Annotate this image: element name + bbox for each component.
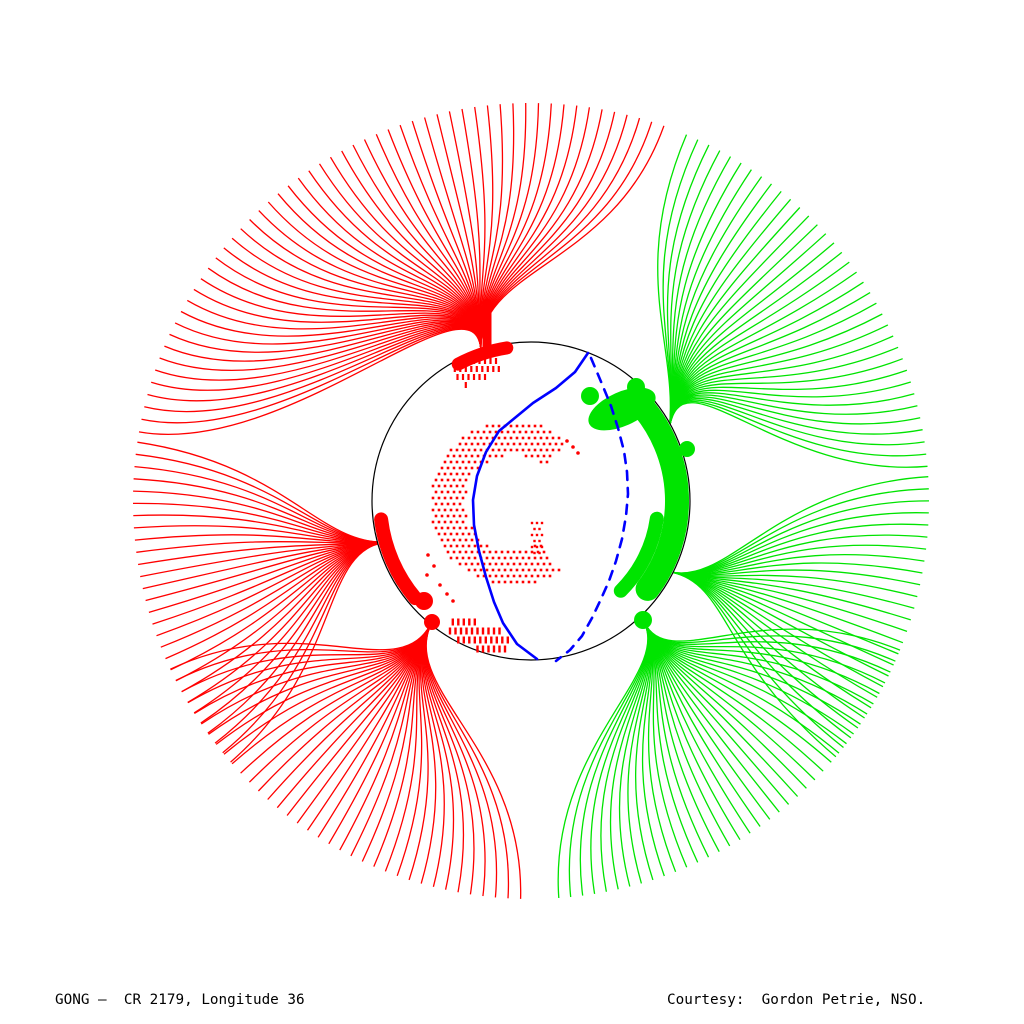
field-line-bundle-positive-bottom — [557, 621, 901, 899]
field-line — [215, 621, 433, 745]
positive-polarity-region — [581, 378, 695, 629]
field-line — [200, 621, 433, 725]
field-line — [668, 402, 928, 468]
neutral-line-solid — [471, 351, 590, 661]
field-line — [670, 571, 872, 709]
field-line — [668, 396, 921, 432]
field-line — [668, 251, 843, 432]
field-line — [590, 621, 650, 895]
field-line — [670, 512, 929, 574]
field-line — [643, 621, 868, 715]
field-line — [670, 476, 929, 574]
field-line — [480, 111, 616, 352]
field-line — [668, 394, 918, 432]
field-line — [670, 488, 929, 574]
field-line — [480, 109, 603, 352]
field-line — [423, 621, 475, 895]
negative-footpoint-marks — [374, 298, 514, 630]
field-line-bundle-negative-bottom — [170, 621, 522, 899]
field-line — [668, 292, 871, 432]
field-line — [425, 621, 522, 899]
field-line — [480, 105, 578, 352]
field-line — [643, 621, 901, 651]
field-line — [657, 134, 688, 432]
field-line — [138, 328, 482, 435]
field-line — [670, 571, 852, 739]
field-line — [423, 621, 465, 893]
field-line — [668, 400, 927, 457]
field-line — [137, 441, 390, 543]
field-line-bundle-negative-left — [132, 441, 390, 763]
figure-title: GONG — CR 2179, Longitude 36 — [55, 992, 305, 1008]
field-line — [425, 621, 498, 898]
field-line-bundle-positive-top — [657, 134, 928, 468]
courtesy-credit: Courtesy: Gordon Petrie, NSO. — [667, 992, 926, 1008]
negative-polarity-stipple — [425, 350, 580, 653]
field-line-bundle-positive-mid — [670, 476, 930, 758]
field-line — [230, 541, 390, 763]
neutral-line-dashed — [554, 356, 630, 663]
